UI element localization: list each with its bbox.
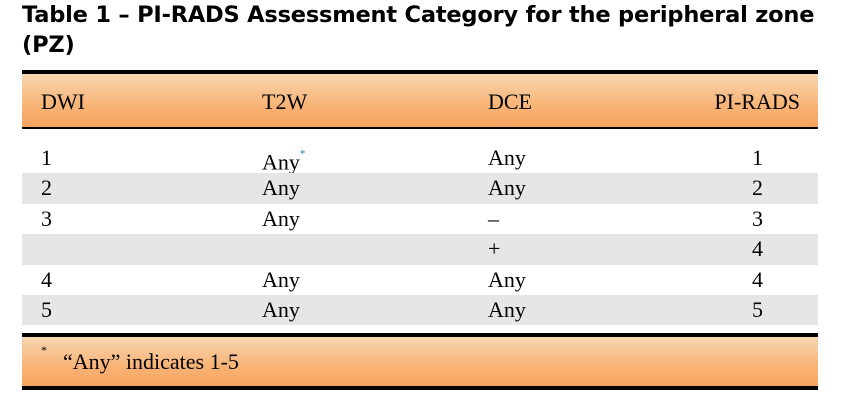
header-rule (22, 127, 818, 129)
header-dwi: DWI (41, 89, 85, 114)
table-row: 2 Any Any 2 (22, 173, 818, 204)
footnote-mark: * (41, 343, 47, 358)
cell-pirads: 2 (752, 175, 763, 201)
pirads-table: DWI T2W DCE PI-RADS 1 Any* Any 1 2 Any A… (22, 70, 818, 391)
header-row: DWI T2W DCE PI-RADS (22, 74, 818, 127)
table-row: 1 Any* Any 1 (22, 143, 818, 175)
table-row: 4 Any Any 4 (22, 265, 818, 295)
cell-dwi: 2 (41, 175, 52, 201)
cell-t2w: Any (262, 205, 300, 231)
cell-t2w-text: Any (262, 149, 300, 175)
cell-dce: Any (488, 145, 526, 170)
bottom-rule (22, 386, 818, 391)
footnote-row: * “Any” indicates 1-5 (22, 337, 818, 387)
cell-dce: + (488, 236, 501, 262)
footnote-marker: * (299, 148, 306, 160)
table-caption: Table 1 – PI-RADS Assessment Category fo… (22, 2, 815, 58)
header-dce: DCE (488, 89, 532, 114)
cell-dce: Any (488, 266, 526, 292)
cell-pirads: 4 (752, 266, 763, 292)
table-row: 5 Any Any 5 (22, 294, 818, 326)
header-pirads: PI-RADS (714, 89, 800, 114)
top-rule (22, 70, 818, 74)
cell-pirads: 1 (752, 145, 763, 170)
header-t2w: T2W (262, 89, 308, 114)
cell-pirads: 3 (752, 205, 763, 231)
cell-dwi: 3 (41, 205, 52, 231)
cell-t2w: Any* (262, 145, 305, 175)
cell-dwi: 1 (41, 145, 52, 170)
footnote-text: “Any” indicates 1-5 (63, 349, 239, 375)
table-body: 1 Any* Any 1 2 Any Any 2 3 Any – 3 + 4 4… (22, 129, 818, 333)
cell-dce: – (488, 205, 499, 231)
cell-dce: Any (488, 296, 526, 322)
cell-pirads: 4 (752, 236, 763, 262)
cell-pirads: 5 (752, 296, 763, 322)
footnote-rule (22, 333, 818, 338)
cell-t2w: Any (262, 266, 300, 292)
table-row: 3 Any – 3 (22, 204, 818, 234)
cell-t2w: Any (262, 175, 300, 201)
cell-dwi: 5 (41, 296, 52, 322)
cell-dce: Any (488, 175, 526, 201)
table-row: + 4 (22, 234, 818, 265)
cell-dwi: 4 (41, 266, 52, 292)
cell-t2w: Any (262, 296, 300, 322)
